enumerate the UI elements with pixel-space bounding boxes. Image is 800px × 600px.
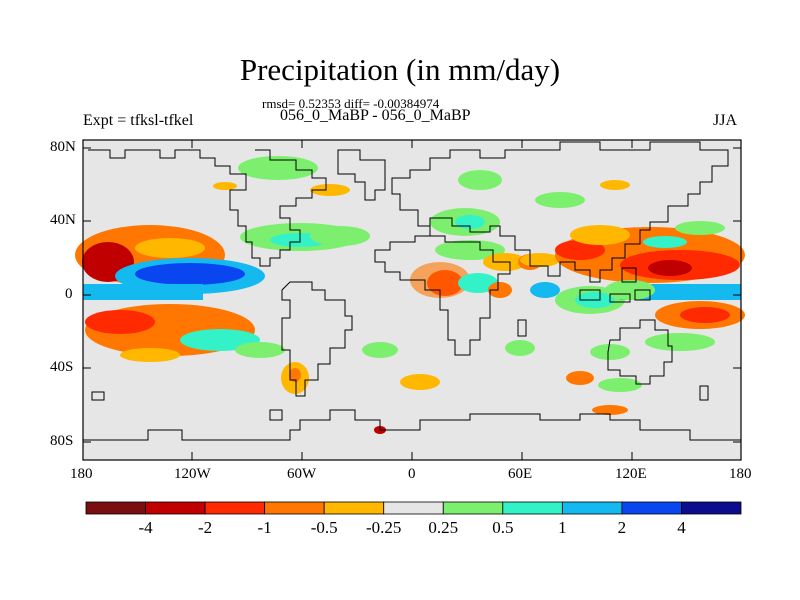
anomaly-north-pacific-green	[675, 221, 725, 235]
anomaly-maritime-green	[605, 280, 655, 300]
colorbar-label: 2	[617, 518, 627, 537]
coastlines	[83, 141, 741, 441]
anomaly-east-pacific-north-dry-mid	[135, 238, 205, 258]
coastline-south-america	[281, 281, 353, 397]
colorbar-swatch	[383, 501, 444, 515]
colorbar	[85, 501, 742, 515]
lat-label: 80S	[50, 433, 74, 449]
anomaly-equator-wet-west	[83, 284, 203, 300]
colorbar-swatch	[681, 501, 742, 515]
colorbar-label: -0.5	[310, 518, 338, 537]
colorbar-swatch	[442, 501, 504, 515]
anomaly-southern-ocean-dry	[592, 405, 628, 415]
coastline-eurasia	[391, 141, 729, 283]
anomaly-east-pacific-wet-core	[135, 263, 245, 285]
colorbar-label: 0.25	[428, 518, 459, 537]
anomaly-japan-yellow	[570, 225, 630, 245]
lat-tick-marks	[83, 147, 741, 443]
anomaly-australia-dry	[566, 371, 594, 385]
colorbar-swatch	[621, 501, 682, 515]
anomaly-atlantic-green-east	[310, 226, 370, 246]
anomaly-west-pacific-dry-deep	[648, 260, 692, 276]
colorbar-label: -4	[138, 518, 153, 537]
coastline-madagascar	[517, 319, 527, 337]
anomaly-north-pacific-wet	[643, 236, 687, 248]
colorbar-swatch	[561, 501, 623, 515]
coastline-africa	[374, 235, 511, 356]
anomaly-sahel-wet	[458, 273, 498, 293]
coastline-north-america	[88, 149, 327, 267]
anomaly-sahel-green	[435, 240, 505, 260]
colorbar-swatch	[502, 501, 563, 515]
lon-label: 120W	[174, 466, 211, 482]
anomaly-south-pacific-green	[235, 342, 285, 358]
lat-label: 40S	[50, 359, 74, 375]
lon-tick-marks	[191, 140, 633, 460]
lat-label: 0	[65, 286, 73, 302]
anomaly-arctic-green	[238, 156, 318, 180]
anomaly-south-america-green	[362, 342, 398, 358]
anomaly-europe-green	[458, 170, 502, 190]
coastline-antarctic-islands	[91, 391, 283, 421]
anomaly-fields	[75, 156, 745, 434]
colorbar-swatch	[85, 501, 146, 515]
colorbar-label: 4	[677, 518, 686, 537]
lon-label: 180	[729, 466, 752, 482]
lat-label: 40N	[50, 212, 76, 228]
lat-label: 80N	[50, 139, 76, 155]
anomaly-south-indian-green-2	[590, 344, 630, 360]
anomaly-indian-ocean-blue	[530, 282, 560, 298]
anomaly-southern-ocean-green	[598, 378, 642, 392]
plot-title: Precipitation (in mm/day)	[239, 52, 561, 87]
anomaly-north-atlantic-dry	[310, 184, 350, 196]
anomaly-russia-green	[535, 192, 585, 208]
colorbar-label: 0.5	[492, 518, 514, 537]
anomaly-south-atlantic-dry	[400, 374, 440, 390]
anomaly-siberia-yellow	[600, 180, 630, 190]
coastline-antarctica	[83, 409, 741, 441]
colorbar-swatch	[145, 501, 206, 515]
anomaly-asia-yellow	[520, 253, 560, 267]
coastline-japan	[621, 267, 637, 283]
lon-label: 60E	[508, 466, 533, 482]
anomaly-china-dry	[555, 240, 605, 260]
anomaly-east-africa-dry	[488, 282, 512, 298]
lon-label: 180	[70, 466, 93, 482]
cases-line: 056_0_MaBP - 056_0_MaBP	[280, 107, 471, 124]
anomaly-south-america-dry-core	[289, 368, 301, 382]
colorbar-label: -0.25	[366, 518, 402, 537]
colorbar-label: -2	[197, 518, 213, 537]
colorbar-swatch	[264, 501, 325, 515]
coastline-greenland	[337, 149, 386, 201]
anomaly-south-pacific-dry-core	[85, 310, 155, 334]
experiment-label: Expt = tfksl-tfkel	[83, 112, 194, 129]
colorbar-swatch	[204, 501, 266, 515]
lon-label: 120E	[615, 466, 647, 482]
anomaly-south-pacific-yellow	[120, 348, 180, 362]
anomaly-arctic-yellow	[213, 182, 237, 190]
coastline-indonesia	[579, 289, 651, 303]
coastline-australia	[607, 319, 673, 385]
anomaly-south-indian-green	[505, 340, 535, 356]
season-label: JJA	[713, 112, 738, 129]
coastline-new-zealand	[699, 385, 709, 401]
colorbar-label: -1	[257, 518, 272, 537]
stats-line: rmsd= 0.52353 diff= -0.00384974	[262, 96, 440, 111]
anomaly-tasman-green	[645, 333, 715, 351]
lon-label: 0	[408, 466, 416, 482]
colorbar-label: 1	[558, 518, 567, 537]
colorbar-swatch	[323, 501, 385, 515]
lon-label: 60W	[287, 466, 317, 482]
coastline-mediterranean	[418, 225, 431, 236]
anomaly-spcz-dry-core	[680, 307, 730, 323]
